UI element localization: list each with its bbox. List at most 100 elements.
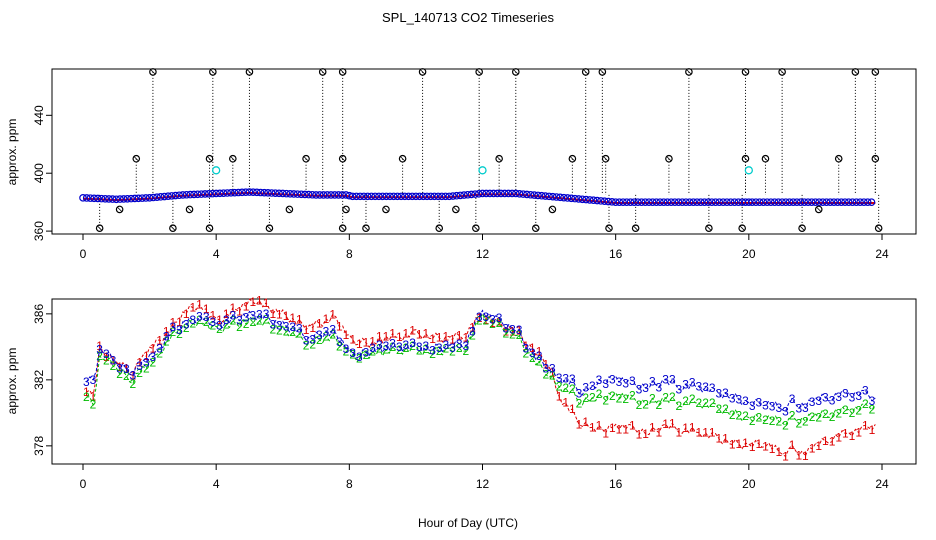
data-point [678, 198, 687, 206]
outlier-point [285, 205, 294, 214]
outlier-mark [267, 225, 272, 231]
series-2-marker: 2 [343, 345, 350, 359]
series-3-marker: 3 [396, 340, 403, 354]
data-point [689, 198, 698, 206]
outlier-point [169, 224, 177, 233]
data-point [844, 198, 853, 206]
series-2-marker: 2 [383, 343, 390, 357]
data-point [848, 198, 857, 206]
data-point [167, 192, 176, 200]
series-1-marker: 1 [775, 445, 782, 459]
data-point [123, 194, 132, 203]
series-2-marker: 2 [716, 402, 723, 416]
series-2-marker: 2 [256, 314, 263, 328]
data-point [319, 191, 328, 199]
x-tick-label: 4 [213, 247, 220, 261]
data-point [156, 193, 165, 201]
series-1-marker: 1 [229, 301, 236, 315]
panel-top: approx. ppm 0 4 8 12 16 20 24 360 400 440 [5, 68, 917, 261]
outlier-point [475, 68, 483, 76]
data-point [415, 192, 424, 201]
series-1-marker: 1 [209, 309, 216, 323]
outlier-mark [340, 156, 345, 162]
series-3-marker: 3 [463, 339, 470, 353]
outlier-point [814, 205, 823, 214]
series-3-marker: 3 [209, 315, 216, 329]
series-2-marker: 2 [556, 379, 563, 393]
data-point [179, 191, 187, 199]
series-1-marker: 1 [662, 417, 669, 431]
series-2-marker: 2 [463, 344, 470, 358]
series-1-marker: 1 [276, 308, 283, 322]
series-1-marker: 1 [755, 437, 762, 451]
series-1-marker: 1 [596, 418, 603, 432]
data-point [515, 189, 524, 198]
series-1-marker: 1 [669, 416, 676, 430]
series-2-marker: 2 [269, 322, 276, 336]
data-point [745, 198, 753, 206]
data-point [304, 190, 313, 199]
series-3-marker: 3 [170, 320, 177, 334]
data-point [86, 194, 95, 202]
series-2-marker: 2 [576, 397, 583, 411]
series-2-marker: 2 [156, 346, 163, 360]
series-3-marker: 3 [443, 338, 450, 352]
series-3-marker: 3 [529, 346, 536, 360]
series-1-marker: 1 [622, 422, 629, 436]
series-3-marker: 3 [769, 400, 776, 414]
series-2-marker: 2 [636, 398, 643, 412]
series-3-marker: 3 [143, 355, 150, 369]
data-point [260, 188, 269, 197]
series-2-marker: 2 [316, 333, 323, 347]
series-1-marker: 1 [216, 313, 223, 327]
series-3-marker: 3 [516, 323, 523, 337]
y-tick-label: 382 [32, 370, 46, 390]
outlier-point [531, 224, 540, 233]
data-point [382, 192, 391, 201]
data-point [186, 190, 195, 199]
data-point [734, 198, 743, 206]
data-point [367, 192, 376, 201]
series-2-marker: 2 [735, 409, 742, 423]
data-point [807, 198, 816, 206]
data-point [171, 191, 180, 200]
y-tick-label: 386 [32, 304, 46, 324]
data-point [641, 198, 650, 206]
outlier-mark [513, 69, 519, 75]
outlier-mark [743, 156, 748, 162]
panel-bottom-ylabel: approx. ppm [5, 348, 19, 415]
series-3-marker: 3 [190, 313, 197, 327]
series-2-marker: 2 [669, 390, 676, 404]
outlier-point [338, 224, 347, 233]
outlier-mark [600, 69, 605, 75]
data-point [212, 189, 220, 198]
series-2-marker: 2 [443, 342, 450, 356]
series-2-marker: 2 [83, 390, 90, 404]
panel-top-ylabel: approx. ppm [5, 119, 19, 186]
data-point [456, 191, 465, 200]
series-1-marker: 1 [589, 420, 596, 434]
series-3-marker: 3 [496, 311, 503, 325]
data-point [511, 189, 520, 198]
series-1-marker: 1 [156, 333, 163, 347]
data-point [138, 194, 146, 202]
data-point [526, 190, 535, 199]
series-2-marker: 2 [609, 389, 616, 403]
data-point [271, 189, 280, 197]
series-2-marker: 2 [283, 325, 290, 339]
data-point [667, 198, 675, 206]
data-point [327, 191, 335, 199]
data-point [785, 198, 794, 206]
x-tick-label: 16 [609, 247, 623, 261]
series-1-marker: 1 [369, 335, 376, 349]
series-3-marker: 3 [110, 354, 117, 368]
outlier-point [598, 68, 607, 76]
series-3-marker: 3 [176, 323, 183, 337]
outlier-point [605, 224, 613, 233]
series-3-marker: 3 [476, 310, 483, 324]
data-point [378, 192, 387, 201]
outlier-point [738, 224, 746, 233]
data-point [563, 194, 572, 202]
series-1-line [86, 298, 876, 458]
series-3-marker: 3 [629, 374, 636, 388]
